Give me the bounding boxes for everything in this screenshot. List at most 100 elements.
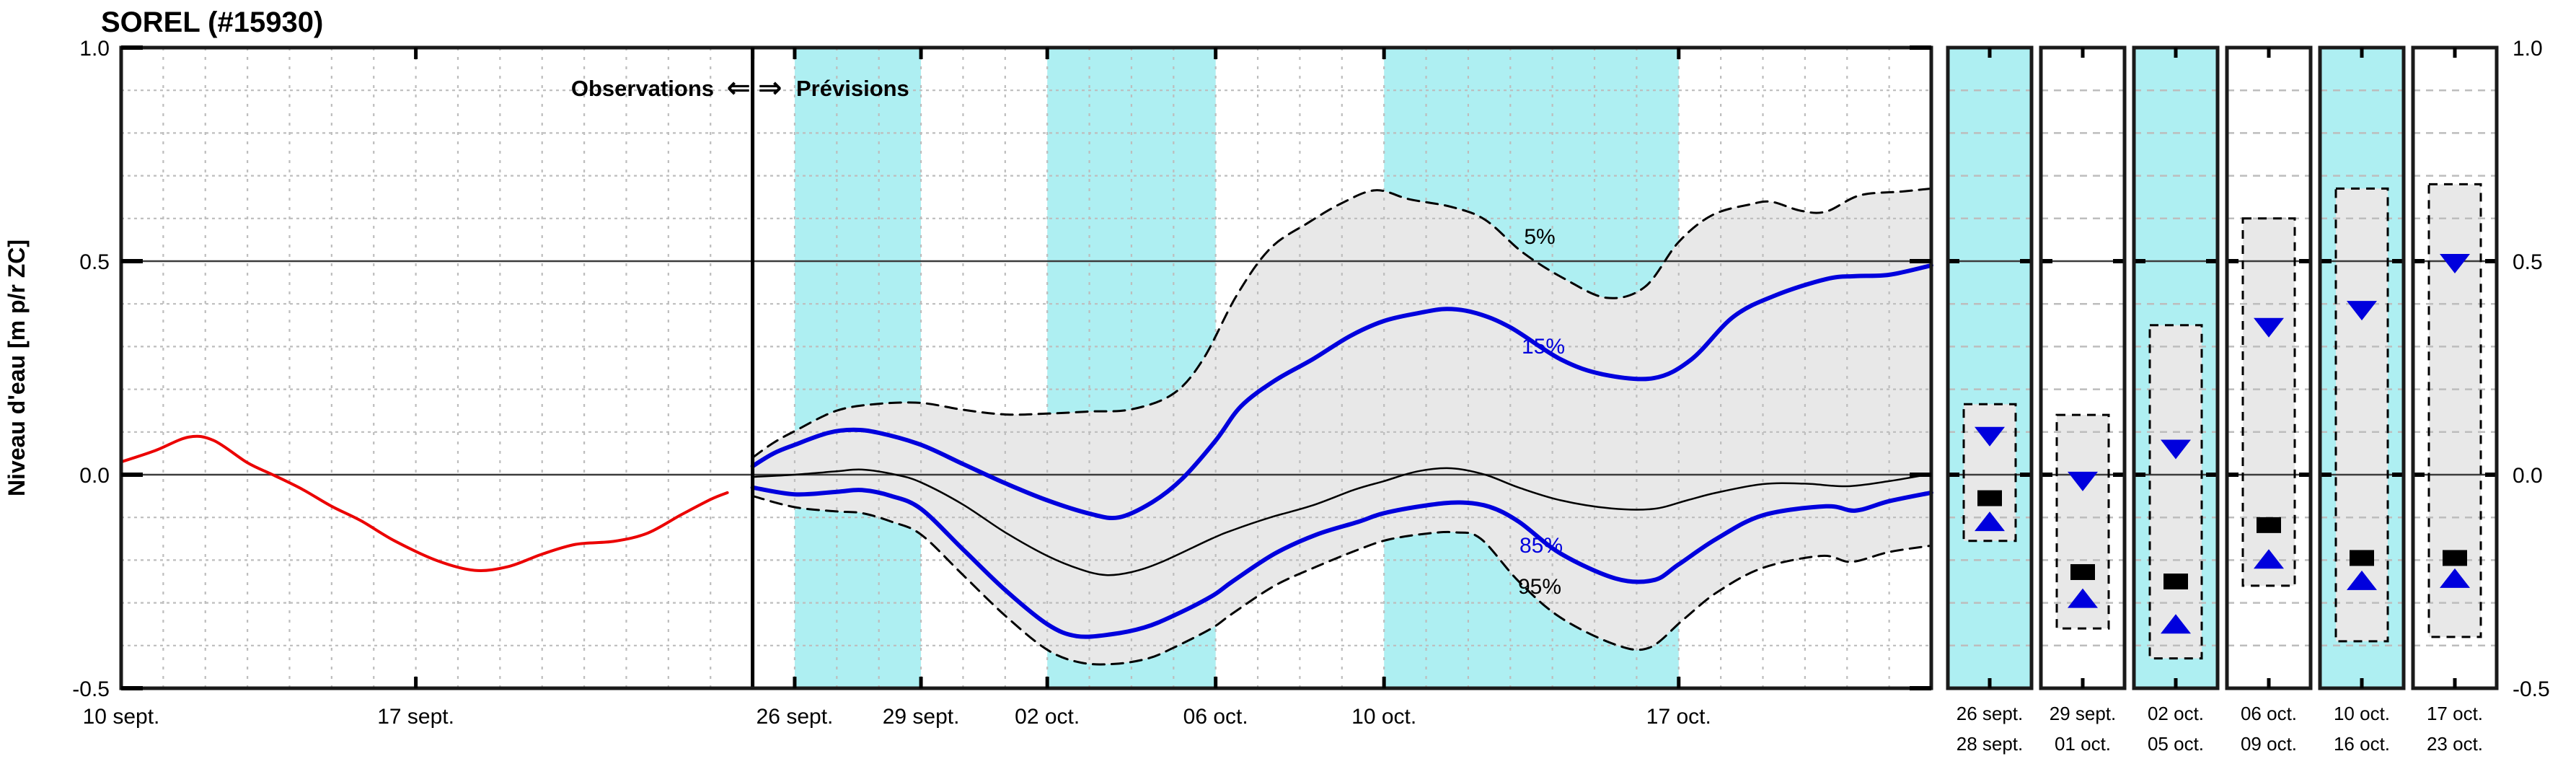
y-axis-title: Niveau d'eau [m p/r ZC] <box>4 240 30 496</box>
panel-tick-left <box>2134 259 2145 263</box>
grid-lines <box>121 48 1931 688</box>
y-tick-label-left: 0.0 <box>79 464 110 488</box>
percentile-15-label: 15% <box>1522 335 1565 359</box>
panel-top-tick <box>2453 48 2457 58</box>
p15-line <box>750 263 1933 521</box>
x-tick-label: 17 sept. <box>377 705 454 729</box>
panel-tick-left <box>2134 473 2145 477</box>
top-tick <box>919 48 923 59</box>
panel-range-box <box>2427 183 2482 638</box>
y-tick-right <box>1910 259 1931 263</box>
y-tick-label-right: -0.5 <box>2513 677 2550 701</box>
previsions-label: Prévisions <box>796 76 909 101</box>
panel-tick-left <box>2227 259 2238 263</box>
x-tick-label: 02 oct. <box>1015 705 1080 729</box>
panel-tick-right <box>2485 259 2497 263</box>
panel-tick-right <box>2392 259 2404 263</box>
panel-top-tick <box>1988 48 1992 58</box>
panel-label-start: 29 sept. <box>2050 703 2117 724</box>
left-double-arrow-icon: ⇐ <box>726 72 751 104</box>
panel-background <box>1948 48 2032 688</box>
panel-tick-left <box>2227 473 2238 477</box>
forecast-panel: 02 oct. 05 oct. <box>2132 45 2220 755</box>
panel-tick-right <box>2020 259 2032 263</box>
y-tick-right <box>1910 473 1931 477</box>
panel-lower-triangle-marker <box>2161 614 2191 634</box>
panel-upper-triangle-marker <box>2068 471 2098 491</box>
panel-bottom-tick <box>2267 678 2271 688</box>
panel-range-box <box>1962 403 2017 543</box>
panel-range-box <box>2055 413 2110 630</box>
forecast-panel: 10 oct. 16 oct. <box>2318 45 2406 755</box>
forecast-panel: 26 sept. 28 sept. <box>1946 45 2034 755</box>
panel-tick-left <box>2413 473 2425 477</box>
panel-bottom-tick <box>2081 678 2085 688</box>
panel-tick-left <box>1948 259 1959 263</box>
x-tick-label: 17 oct. <box>1646 705 1711 729</box>
observations-line <box>120 434 729 572</box>
panel-top-tick <box>2360 48 2364 58</box>
panel-median-square-marker <box>2443 550 2467 566</box>
bottom-tick <box>793 677 797 688</box>
panel-label-start: 26 sept. <box>1957 703 2024 724</box>
top-tick <box>793 48 797 59</box>
bottom-tick <box>1214 677 1218 688</box>
top-tick <box>1382 48 1386 59</box>
panel-label-start: 02 oct. <box>2148 703 2204 724</box>
panel-bottom-tick <box>1988 678 1992 688</box>
percentile-85-label: 85% <box>1519 534 1563 558</box>
forecast-panel: 29 sept. 01 oct. <box>2039 45 2127 755</box>
panel-tick-right <box>2206 259 2218 263</box>
bottom-tick <box>919 677 923 688</box>
percentile-5-label: 5% <box>1524 225 1555 249</box>
x-tick-label: 10 oct. <box>1351 705 1416 729</box>
p95-line <box>751 495 1933 666</box>
panel-tick-right <box>2113 473 2125 477</box>
panel-tick-right <box>2206 473 2218 477</box>
panel-range-box <box>2241 217 2296 587</box>
panel-range-box <box>2334 187 2389 643</box>
panel-label-end: 23 oct. <box>2427 733 2483 755</box>
panel-tick-left <box>2413 259 2425 263</box>
forecast-panel: 06 oct. 09 oct. <box>2225 45 2313 755</box>
panel-lower-triangle-marker <box>2068 588 2098 608</box>
y-tick-label-right: 1.0 <box>2513 37 2543 61</box>
right-double-arrow-icon: ⇒ <box>758 72 782 104</box>
percentile-95-label: 95% <box>1518 575 1561 599</box>
bottom-tick <box>414 677 418 688</box>
y-tick-right <box>1910 686 1931 690</box>
panel-median-square-marker <box>2257 517 2281 533</box>
panel-label-end: 09 oct. <box>2241 733 2297 755</box>
observations-label: Observations <box>571 76 714 101</box>
panel-upper-triangle-marker <box>2161 439 2191 460</box>
panel-upper-triangle-marker <box>1975 426 2005 447</box>
x-tick-label: 26 sept. <box>757 705 834 729</box>
panel-bottom-tick <box>2174 678 2178 688</box>
bottom-tick <box>1677 677 1681 688</box>
panel-label-end: 16 oct. <box>2334 733 2390 755</box>
panel-tick-right <box>2485 473 2497 477</box>
panel-tick-right <box>2113 259 2125 263</box>
panel-bottom-tick <box>2360 678 2364 688</box>
y-tick-labels: 1.0 1.0 0.5 0.5 0.0 0.0 -0.5 -0.5 <box>72 37 2549 701</box>
panel-tick-left <box>2320 259 2332 263</box>
panel-label-end: 05 oct. <box>2148 733 2204 755</box>
bottom-tick <box>1382 677 1386 688</box>
y-tick-label-left: -0.5 <box>72 677 110 701</box>
panel-lower-triangle-marker <box>1975 511 2005 532</box>
panel-lower-triangle-marker <box>2254 549 2284 569</box>
bottom-tick <box>1045 677 1049 688</box>
x-tick-label: 10 sept. <box>83 705 160 729</box>
cyan-band <box>795 48 922 688</box>
panel-label-end: 01 oct. <box>2055 733 2111 755</box>
panel-label-end: 28 sept. <box>1957 733 2024 755</box>
panel-tick-left <box>2041 259 2052 263</box>
x-tick-label: 06 oct. <box>1183 705 1248 729</box>
panel-median-square-marker <box>2070 563 2095 580</box>
x-tick-label: 29 sept. <box>883 705 960 729</box>
panel-top-tick <box>2267 48 2271 58</box>
data-curves <box>120 187 1933 666</box>
y-tick-label-left: 1.0 <box>79 37 110 61</box>
